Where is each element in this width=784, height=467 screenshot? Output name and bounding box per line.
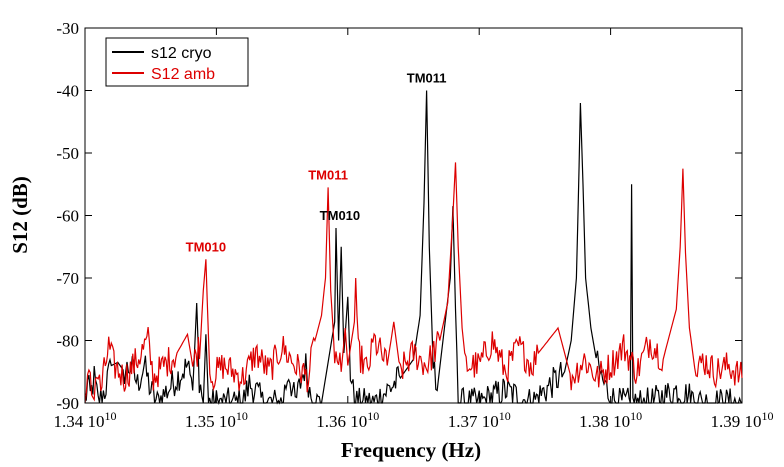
series-line-1 — [84, 162, 743, 404]
y-tick-label: -30 — [56, 19, 79, 38]
legend-label-amb: S12 amb — [151, 66, 215, 83]
y-tick-label: -70 — [56, 269, 79, 288]
x-tick-label: 1.37 1010 — [448, 409, 511, 431]
axis-layer: -30 -40 -50 -60 -70 -80 -901.34 1010 1.35 1010 1… — [54, 19, 774, 431]
y-tick-label: -40 — [56, 82, 79, 101]
y-tick-label: -60 — [56, 207, 79, 226]
legend-box — [105, 37, 249, 87]
annotation-tm011-3: TM011 — [407, 71, 447, 86]
x-tick-label: 1.38 1010 — [579, 409, 642, 431]
annotation-tm010-0: TM010 — [186, 239, 226, 254]
x-axis-title: Frequency (Hz) — [341, 438, 481, 462]
x-tick-label: 1.34 1010 — [54, 409, 117, 431]
y-tick-label: -50 — [56, 144, 79, 163]
series-layer — [84, 90, 743, 406]
y-axis-title: S12 (dB) — [8, 176, 32, 254]
x-tick-label: 1.39 1010 — [711, 409, 774, 431]
x-tick-label: 1.36 1010 — [316, 409, 379, 431]
y-tick-label: -80 — [56, 332, 79, 351]
annotation-tm010-2: TM010 — [320, 208, 360, 223]
legend-label-cryo: s12 cryo — [151, 45, 212, 62]
annotation-layer: TM010 TM011 TM010 TM011 — [186, 71, 447, 255]
annotation-tm011-1: TM011 — [308, 167, 348, 182]
y-tick-label: -90 — [56, 394, 79, 413]
legend: s12 cryo S12 amb — [105, 37, 249, 87]
x-tick-label: 1.35 1010 — [185, 409, 248, 431]
